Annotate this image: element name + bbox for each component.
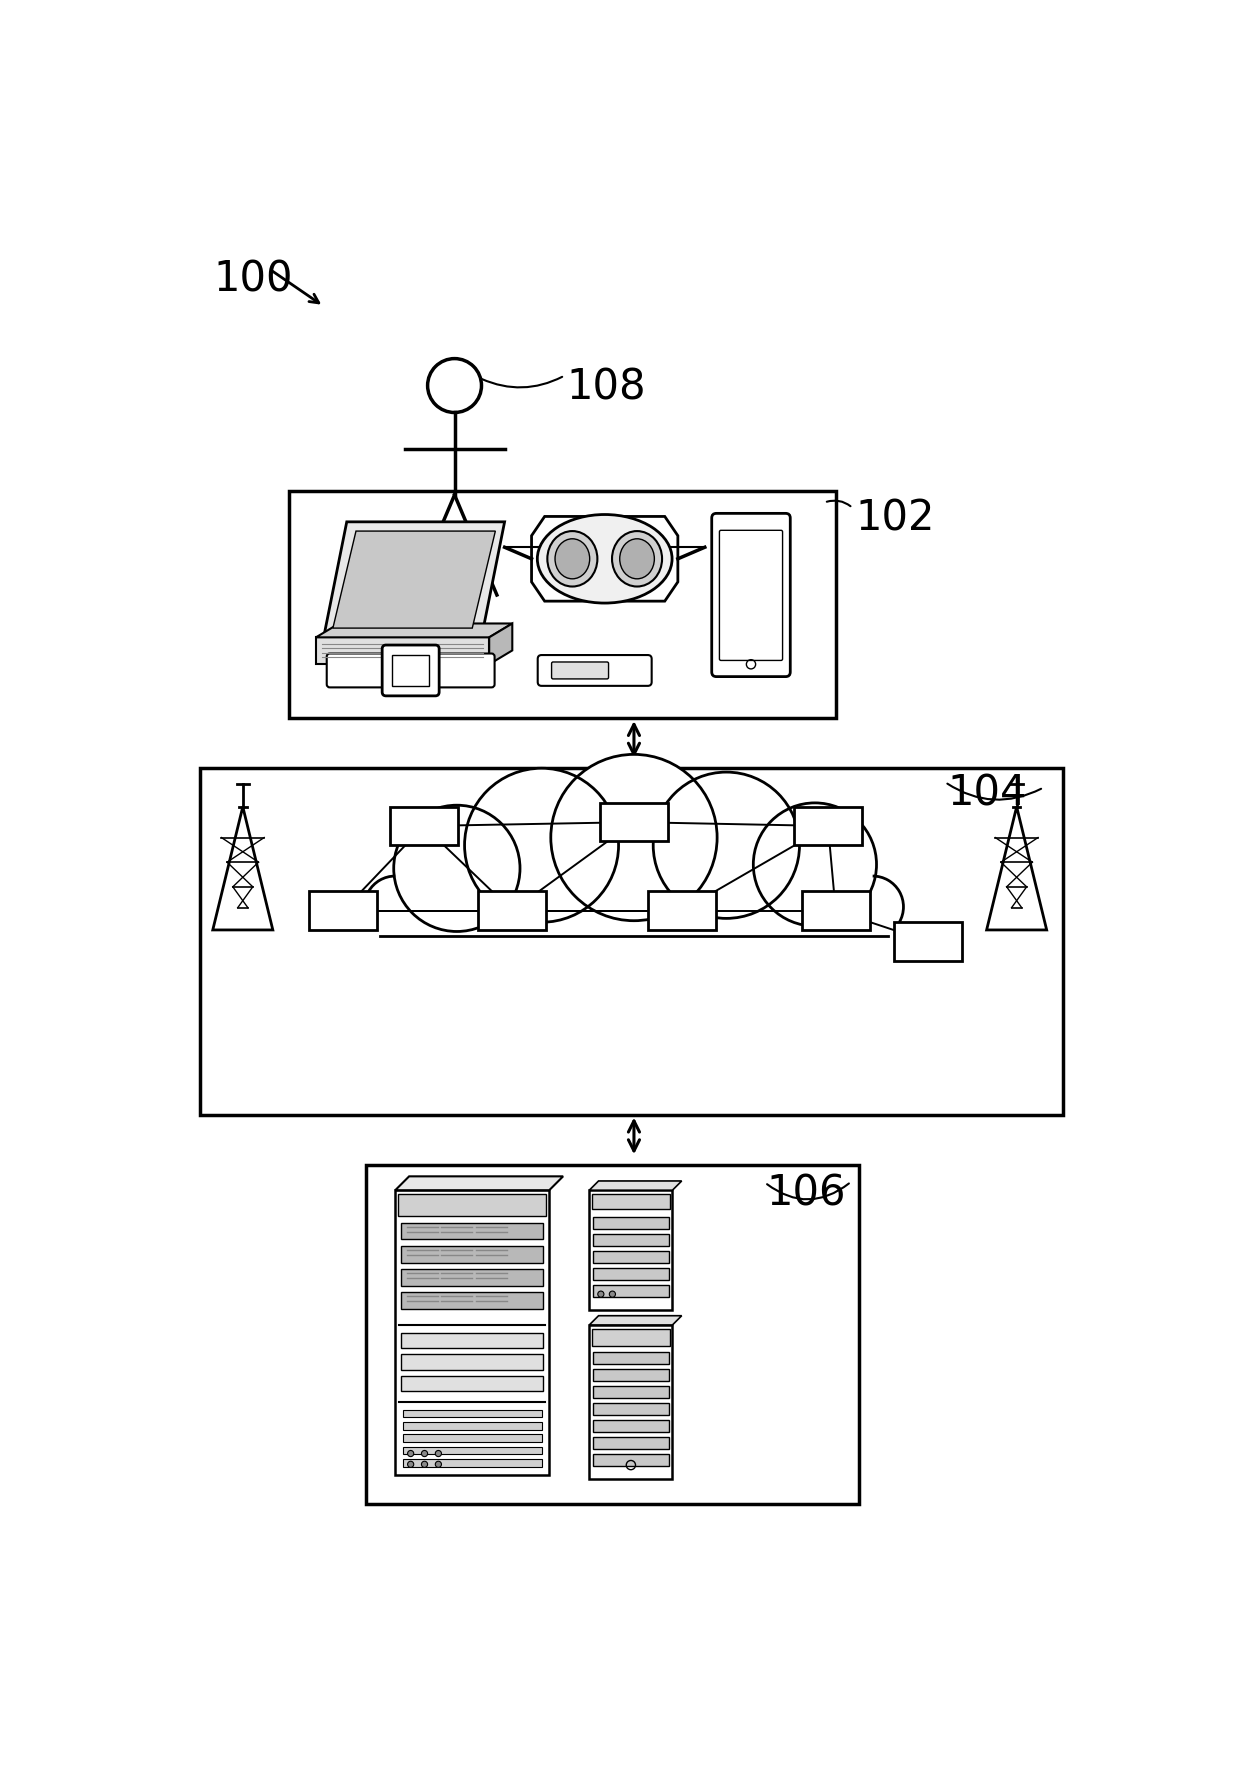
Circle shape bbox=[408, 1451, 414, 1456]
FancyBboxPatch shape bbox=[382, 645, 439, 695]
Bar bbox=[593, 1420, 668, 1433]
Bar bbox=[593, 1285, 668, 1297]
Circle shape bbox=[435, 1451, 441, 1456]
Bar bbox=[403, 1410, 542, 1417]
Circle shape bbox=[408, 1461, 414, 1467]
Polygon shape bbox=[490, 624, 512, 665]
Bar bbox=[591, 1329, 670, 1345]
Polygon shape bbox=[396, 1176, 563, 1190]
Bar bbox=[589, 1190, 672, 1310]
Bar bbox=[593, 1251, 668, 1263]
Ellipse shape bbox=[556, 538, 590, 579]
Ellipse shape bbox=[547, 531, 598, 586]
Bar bbox=[479, 891, 546, 930]
Bar bbox=[366, 1165, 859, 1504]
Circle shape bbox=[754, 804, 877, 927]
FancyBboxPatch shape bbox=[552, 661, 609, 679]
Bar bbox=[593, 1269, 668, 1279]
Text: 102: 102 bbox=[854, 497, 934, 540]
Text: 106: 106 bbox=[766, 1173, 846, 1215]
Ellipse shape bbox=[620, 538, 655, 579]
Bar bbox=[403, 1435, 542, 1442]
Bar bbox=[402, 1292, 543, 1308]
Bar bbox=[372, 864, 895, 960]
Polygon shape bbox=[589, 1315, 682, 1326]
Bar bbox=[589, 1326, 672, 1479]
Text: 104: 104 bbox=[947, 772, 1027, 814]
Circle shape bbox=[551, 754, 717, 921]
FancyBboxPatch shape bbox=[392, 656, 429, 686]
Bar bbox=[794, 807, 862, 845]
Bar bbox=[309, 891, 377, 930]
Polygon shape bbox=[324, 522, 505, 638]
Bar bbox=[403, 1447, 542, 1454]
Bar bbox=[398, 1194, 546, 1215]
FancyBboxPatch shape bbox=[326, 654, 495, 688]
Bar bbox=[289, 492, 836, 718]
FancyBboxPatch shape bbox=[538, 656, 652, 686]
Bar bbox=[593, 1436, 668, 1449]
Bar bbox=[802, 891, 869, 930]
Bar bbox=[201, 768, 1063, 1116]
Bar bbox=[593, 1402, 668, 1415]
Ellipse shape bbox=[613, 531, 662, 586]
Bar bbox=[647, 891, 715, 930]
Bar bbox=[403, 1422, 542, 1429]
Polygon shape bbox=[589, 1181, 682, 1190]
Polygon shape bbox=[532, 517, 678, 601]
Circle shape bbox=[435, 1461, 441, 1467]
Bar bbox=[591, 1194, 670, 1210]
Polygon shape bbox=[332, 531, 495, 627]
FancyBboxPatch shape bbox=[719, 531, 782, 661]
Bar bbox=[402, 1269, 543, 1285]
Circle shape bbox=[598, 1292, 604, 1297]
Bar bbox=[402, 1246, 543, 1263]
Circle shape bbox=[609, 1292, 615, 1297]
Bar bbox=[600, 804, 668, 841]
Bar bbox=[389, 807, 458, 845]
Polygon shape bbox=[316, 624, 512, 638]
Bar bbox=[402, 1376, 543, 1392]
Bar bbox=[593, 1369, 668, 1381]
Bar bbox=[357, 934, 911, 1010]
Bar bbox=[593, 1235, 668, 1246]
Circle shape bbox=[422, 1451, 428, 1456]
Ellipse shape bbox=[537, 515, 672, 602]
Circle shape bbox=[422, 1461, 428, 1467]
Polygon shape bbox=[316, 638, 490, 665]
Text: 100: 100 bbox=[213, 258, 293, 301]
FancyBboxPatch shape bbox=[712, 513, 790, 677]
Bar bbox=[593, 1217, 668, 1230]
Bar bbox=[396, 1190, 549, 1475]
Circle shape bbox=[653, 772, 800, 918]
Bar bbox=[403, 1459, 542, 1467]
Circle shape bbox=[394, 805, 520, 932]
Bar bbox=[593, 1353, 668, 1365]
Bar bbox=[402, 1354, 543, 1370]
Bar bbox=[402, 1333, 543, 1347]
Bar bbox=[402, 1222, 543, 1240]
Bar bbox=[894, 923, 962, 960]
Circle shape bbox=[465, 768, 619, 923]
Bar bbox=[593, 1454, 668, 1467]
Bar bbox=[593, 1386, 668, 1399]
Text: 108: 108 bbox=[567, 367, 646, 408]
